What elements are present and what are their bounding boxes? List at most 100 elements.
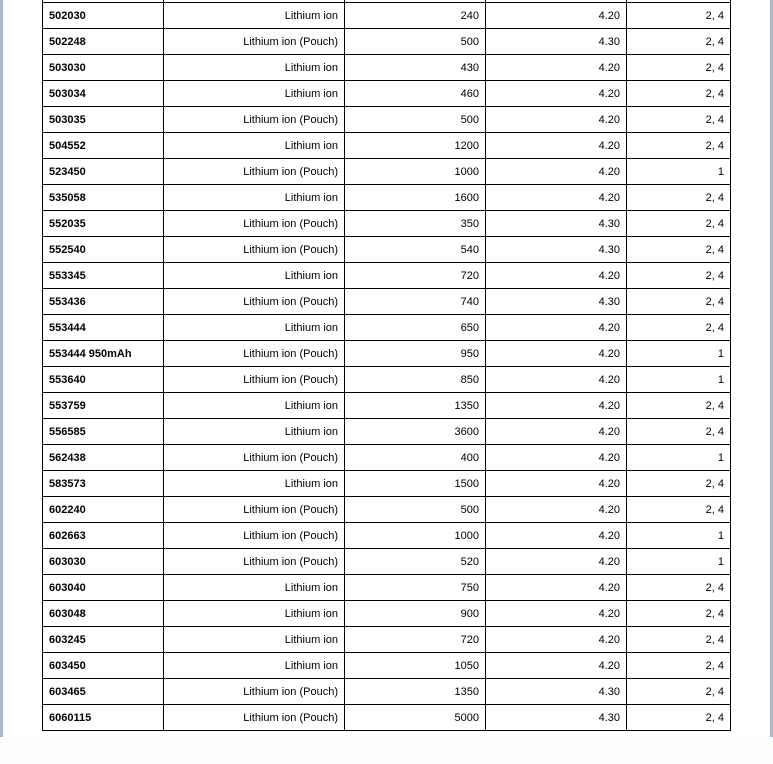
cell-notes: 2, 4: [627, 211, 731, 237]
cell-chemistry: Lithium ion (Pouch): [164, 679, 345, 705]
cell-voltage: 4.20: [486, 3, 627, 29]
cell-voltage: 4.20: [486, 627, 627, 653]
cell-capacity: 500: [345, 497, 486, 523]
cell-notes: 1: [627, 367, 731, 393]
cell-capacity: 500: [345, 107, 486, 133]
cell-capacity: 350: [345, 211, 486, 237]
cell-notes: 2, 4: [627, 497, 731, 523]
cell-capacity: 520: [345, 549, 486, 575]
table-row: 553345Lithium ion7204.202, 4: [43, 263, 731, 289]
cell-voltage: 4.30: [486, 29, 627, 55]
cell-voltage: 4.20: [486, 263, 627, 289]
cell-voltage: 4.30: [486, 237, 627, 263]
cell-capacity: 740: [345, 289, 486, 315]
cell-capacity: 650: [345, 315, 486, 341]
table-row: 502030Lithium ion2404.202, 4: [43, 3, 731, 29]
cell-capacity: 850: [345, 367, 486, 393]
table-row: 602663Lithium ion (Pouch)10004.201: [43, 523, 731, 549]
cell-voltage: 4.20: [486, 393, 627, 419]
cell-voltage: 4.20: [486, 445, 627, 471]
cell-capacity: 950: [345, 341, 486, 367]
cell-model: 503030: [43, 55, 164, 81]
table-row: 583573Lithium ion15004.202, 4: [43, 471, 731, 497]
cell-notes: 2, 4: [627, 601, 731, 627]
cell-chemistry: Lithium ion (Pouch): [164, 237, 345, 263]
table-row: 603030Lithium ion (Pouch)5204.201: [43, 549, 731, 575]
cell-chemistry: Lithium ion: [164, 393, 345, 419]
cell-voltage: 4.30: [486, 705, 627, 731]
table-row: 504552Lithium ion12004.202, 4: [43, 133, 731, 159]
cell-notes: 1: [627, 523, 731, 549]
cell-capacity: 750: [345, 575, 486, 601]
table-row: 603245Lithium ion7204.202, 4: [43, 627, 731, 653]
cell-voltage: 4.30: [486, 211, 627, 237]
table-row: 552540Lithium ion (Pouch)5404.302, 4: [43, 237, 731, 263]
cell-model: 553640: [43, 367, 164, 393]
cell-model: 562438: [43, 445, 164, 471]
cell-notes: 2, 4: [627, 133, 731, 159]
cell-capacity: 1200: [345, 133, 486, 159]
cell-voltage: 4.20: [486, 367, 627, 393]
cell-voltage: 4.20: [486, 497, 627, 523]
cell-voltage: 4.30: [486, 679, 627, 705]
cell-capacity: 400: [345, 445, 486, 471]
cell-model: 556585: [43, 419, 164, 445]
cell-voltage: 4.20: [486, 81, 627, 107]
cell-chemistry: Lithium ion: [164, 627, 345, 653]
cell-chemistry: Lithium ion: [164, 471, 345, 497]
table-row: 602240Lithium ion (Pouch)5004.202, 4: [43, 497, 731, 523]
cell-chemistry: Lithium ion (Pouch): [164, 29, 345, 55]
page-left-border: [0, 0, 3, 737]
table-row: 503034Lithium ion4604.202, 4: [43, 81, 731, 107]
cell-capacity: 1350: [345, 679, 486, 705]
cell-model: 603450: [43, 653, 164, 679]
cell-notes: 2, 4: [627, 29, 731, 55]
table-row: 503035Lithium ion (Pouch)5004.202, 4: [43, 107, 731, 133]
cell-voltage: 4.20: [486, 523, 627, 549]
cell-voltage: 4.20: [486, 601, 627, 627]
table-row: 603450Lithium ion10504.202, 4: [43, 653, 731, 679]
cell-notes: 1: [627, 159, 731, 185]
cell-model: 603048: [43, 601, 164, 627]
table-row: 603040Lithium ion7504.202, 4: [43, 575, 731, 601]
cell-capacity: 1350: [345, 393, 486, 419]
cell-model: 552540: [43, 237, 164, 263]
table-row: 603465Lithium ion (Pouch)13504.302, 4: [43, 679, 731, 705]
cell-notes: 2, 4: [627, 237, 731, 263]
cell-chemistry: Lithium ion (Pouch): [164, 341, 345, 367]
cell-capacity: 900: [345, 601, 486, 627]
cell-capacity: 1000: [345, 523, 486, 549]
cell-model: 523450: [43, 159, 164, 185]
cell-notes: 2, 4: [627, 627, 731, 653]
cell-voltage: 4.30: [486, 289, 627, 315]
cell-chemistry: Lithium ion (Pouch): [164, 211, 345, 237]
table-row: 553444 950mAhLithium ion (Pouch)9504.201: [43, 341, 731, 367]
cell-capacity: 540: [345, 237, 486, 263]
table-row: 535058Lithium ion16004.202, 4: [43, 185, 731, 211]
cell-voltage: 4.20: [486, 419, 627, 445]
cell-chemistry: Lithium ion: [164, 263, 345, 289]
cell-chemistry: Lithium ion: [164, 133, 345, 159]
cell-notes: 2, 4: [627, 81, 731, 107]
cell-model: 603245: [43, 627, 164, 653]
cell-capacity: 1000: [345, 159, 486, 185]
cell-chemistry: Lithium ion (Pouch): [164, 445, 345, 471]
cell-notes: 2, 4: [627, 705, 731, 731]
battery-table: 502030Lithium ion2404.202, 4502248Lithiu…: [42, 0, 731, 731]
cell-model: 503035: [43, 107, 164, 133]
cell-voltage: 4.20: [486, 471, 627, 497]
table-row: 562438Lithium ion (Pouch)4004.201: [43, 445, 731, 471]
cell-notes: 2, 4: [627, 679, 731, 705]
cell-model: 603040: [43, 575, 164, 601]
table-row: 553640Lithium ion (Pouch)8504.201: [43, 367, 731, 393]
cell-chemistry: Lithium ion (Pouch): [164, 549, 345, 575]
cell-capacity: 5000: [345, 705, 486, 731]
cell-model: 602240: [43, 497, 164, 523]
cell-model: 535058: [43, 185, 164, 211]
table-row: 6060115Lithium ion (Pouch)50004.302, 4: [43, 705, 731, 731]
battery-table-body: 502030Lithium ion2404.202, 4502248Lithiu…: [43, 0, 731, 731]
cell-chemistry: Lithium ion: [164, 575, 345, 601]
cell-chemistry: Lithium ion (Pouch): [164, 523, 345, 549]
cell-model: 502030: [43, 3, 164, 29]
cell-model: 553345: [43, 263, 164, 289]
